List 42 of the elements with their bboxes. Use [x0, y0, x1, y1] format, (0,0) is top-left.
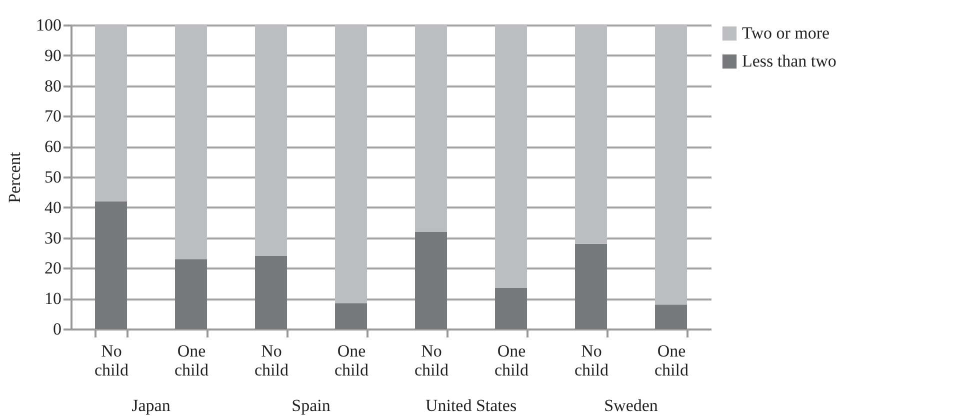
- bar: [495, 288, 527, 329]
- y-tick-label: 50: [44, 168, 62, 186]
- y-tick-label: 70: [44, 106, 62, 126]
- bar: [175, 25, 207, 260]
- bar: [95, 201, 127, 329]
- y-tick-label: 30: [44, 228, 62, 248]
- bar: [175, 259, 207, 329]
- legend-label: Two or more: [742, 24, 830, 42]
- bar: [335, 303, 367, 329]
- bar: [255, 256, 287, 329]
- bar: [95, 25, 127, 202]
- y-tick-label: 10: [44, 289, 62, 308]
- x-tick-label: One child: [494, 342, 529, 380]
- x-tick-label: One child: [654, 342, 689, 380]
- y-tick-label: 20: [44, 258, 62, 278]
- bar: [335, 25, 367, 304]
- y-tick-label: 0: [53, 320, 62, 338]
- y-tick-label: 40: [44, 198, 62, 217]
- y-tick-label: 100: [36, 16, 62, 34]
- y-tick-label: 90: [44, 46, 62, 65]
- x-tick-label: No child: [574, 342, 609, 380]
- bar: [655, 25, 687, 305]
- y-tick-label: 80: [44, 76, 62, 96]
- text: Sweden: [604, 396, 658, 415]
- text: Spain: [292, 396, 331, 415]
- bar: [495, 25, 527, 288]
- bar: [255, 25, 287, 256]
- text: Japan: [132, 396, 171, 415]
- x-tick-label: One child: [174, 342, 209, 380]
- bar: [415, 25, 447, 232]
- text: United States: [425, 396, 517, 415]
- x-tick-label: No child: [254, 342, 289, 380]
- y-tick-label: 60: [44, 137, 62, 156]
- bar: [415, 232, 447, 329]
- bar: [655, 304, 687, 329]
- y-axis-title: Percent: [5, 152, 24, 203]
- x-tick-label: One child: [334, 342, 369, 380]
- legend-label: Less than two: [742, 52, 836, 70]
- x-tick-label: No child: [94, 342, 129, 380]
- x-tick-label: No child: [414, 342, 449, 380]
- bar: [575, 25, 607, 244]
- bar: [575, 244, 607, 329]
